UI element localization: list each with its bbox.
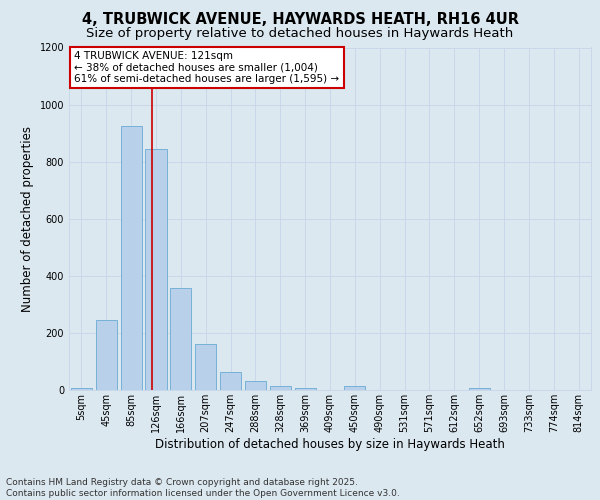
Bar (121, 126, 142, 390)
Bar (270, 386, 291, 390)
Text: Size of property relative to detached houses in Haywards Heath: Size of property relative to detached ho… (86, 28, 514, 40)
Text: Contains HM Land Registry data © Crown copyright and database right 2025.
Contai: Contains HM Land Registry data © Crown c… (6, 478, 400, 498)
Bar (245, 382, 266, 390)
Bar (71, 388, 92, 390)
X-axis label: Distribution of detached houses by size in Haywards Heath: Distribution of detached houses by size … (155, 438, 505, 450)
Bar (469, 388, 490, 390)
Bar (295, 388, 316, 390)
Bar (195, 344, 216, 390)
Bar (145, 150, 167, 390)
Bar (96, 320, 117, 390)
Bar (170, 288, 191, 390)
Bar (220, 372, 241, 390)
Y-axis label: Number of detached properties: Number of detached properties (21, 126, 34, 312)
Bar (344, 386, 365, 390)
Text: 4, TRUBWICK AVENUE, HAYWARDS HEATH, RH16 4UR: 4, TRUBWICK AVENUE, HAYWARDS HEATH, RH16… (82, 12, 518, 28)
Text: 4 TRUBWICK AVENUE: 121sqm
← 38% of detached houses are smaller (1,004)
61% of se: 4 TRUBWICK AVENUE: 121sqm ← 38% of detac… (74, 51, 340, 84)
